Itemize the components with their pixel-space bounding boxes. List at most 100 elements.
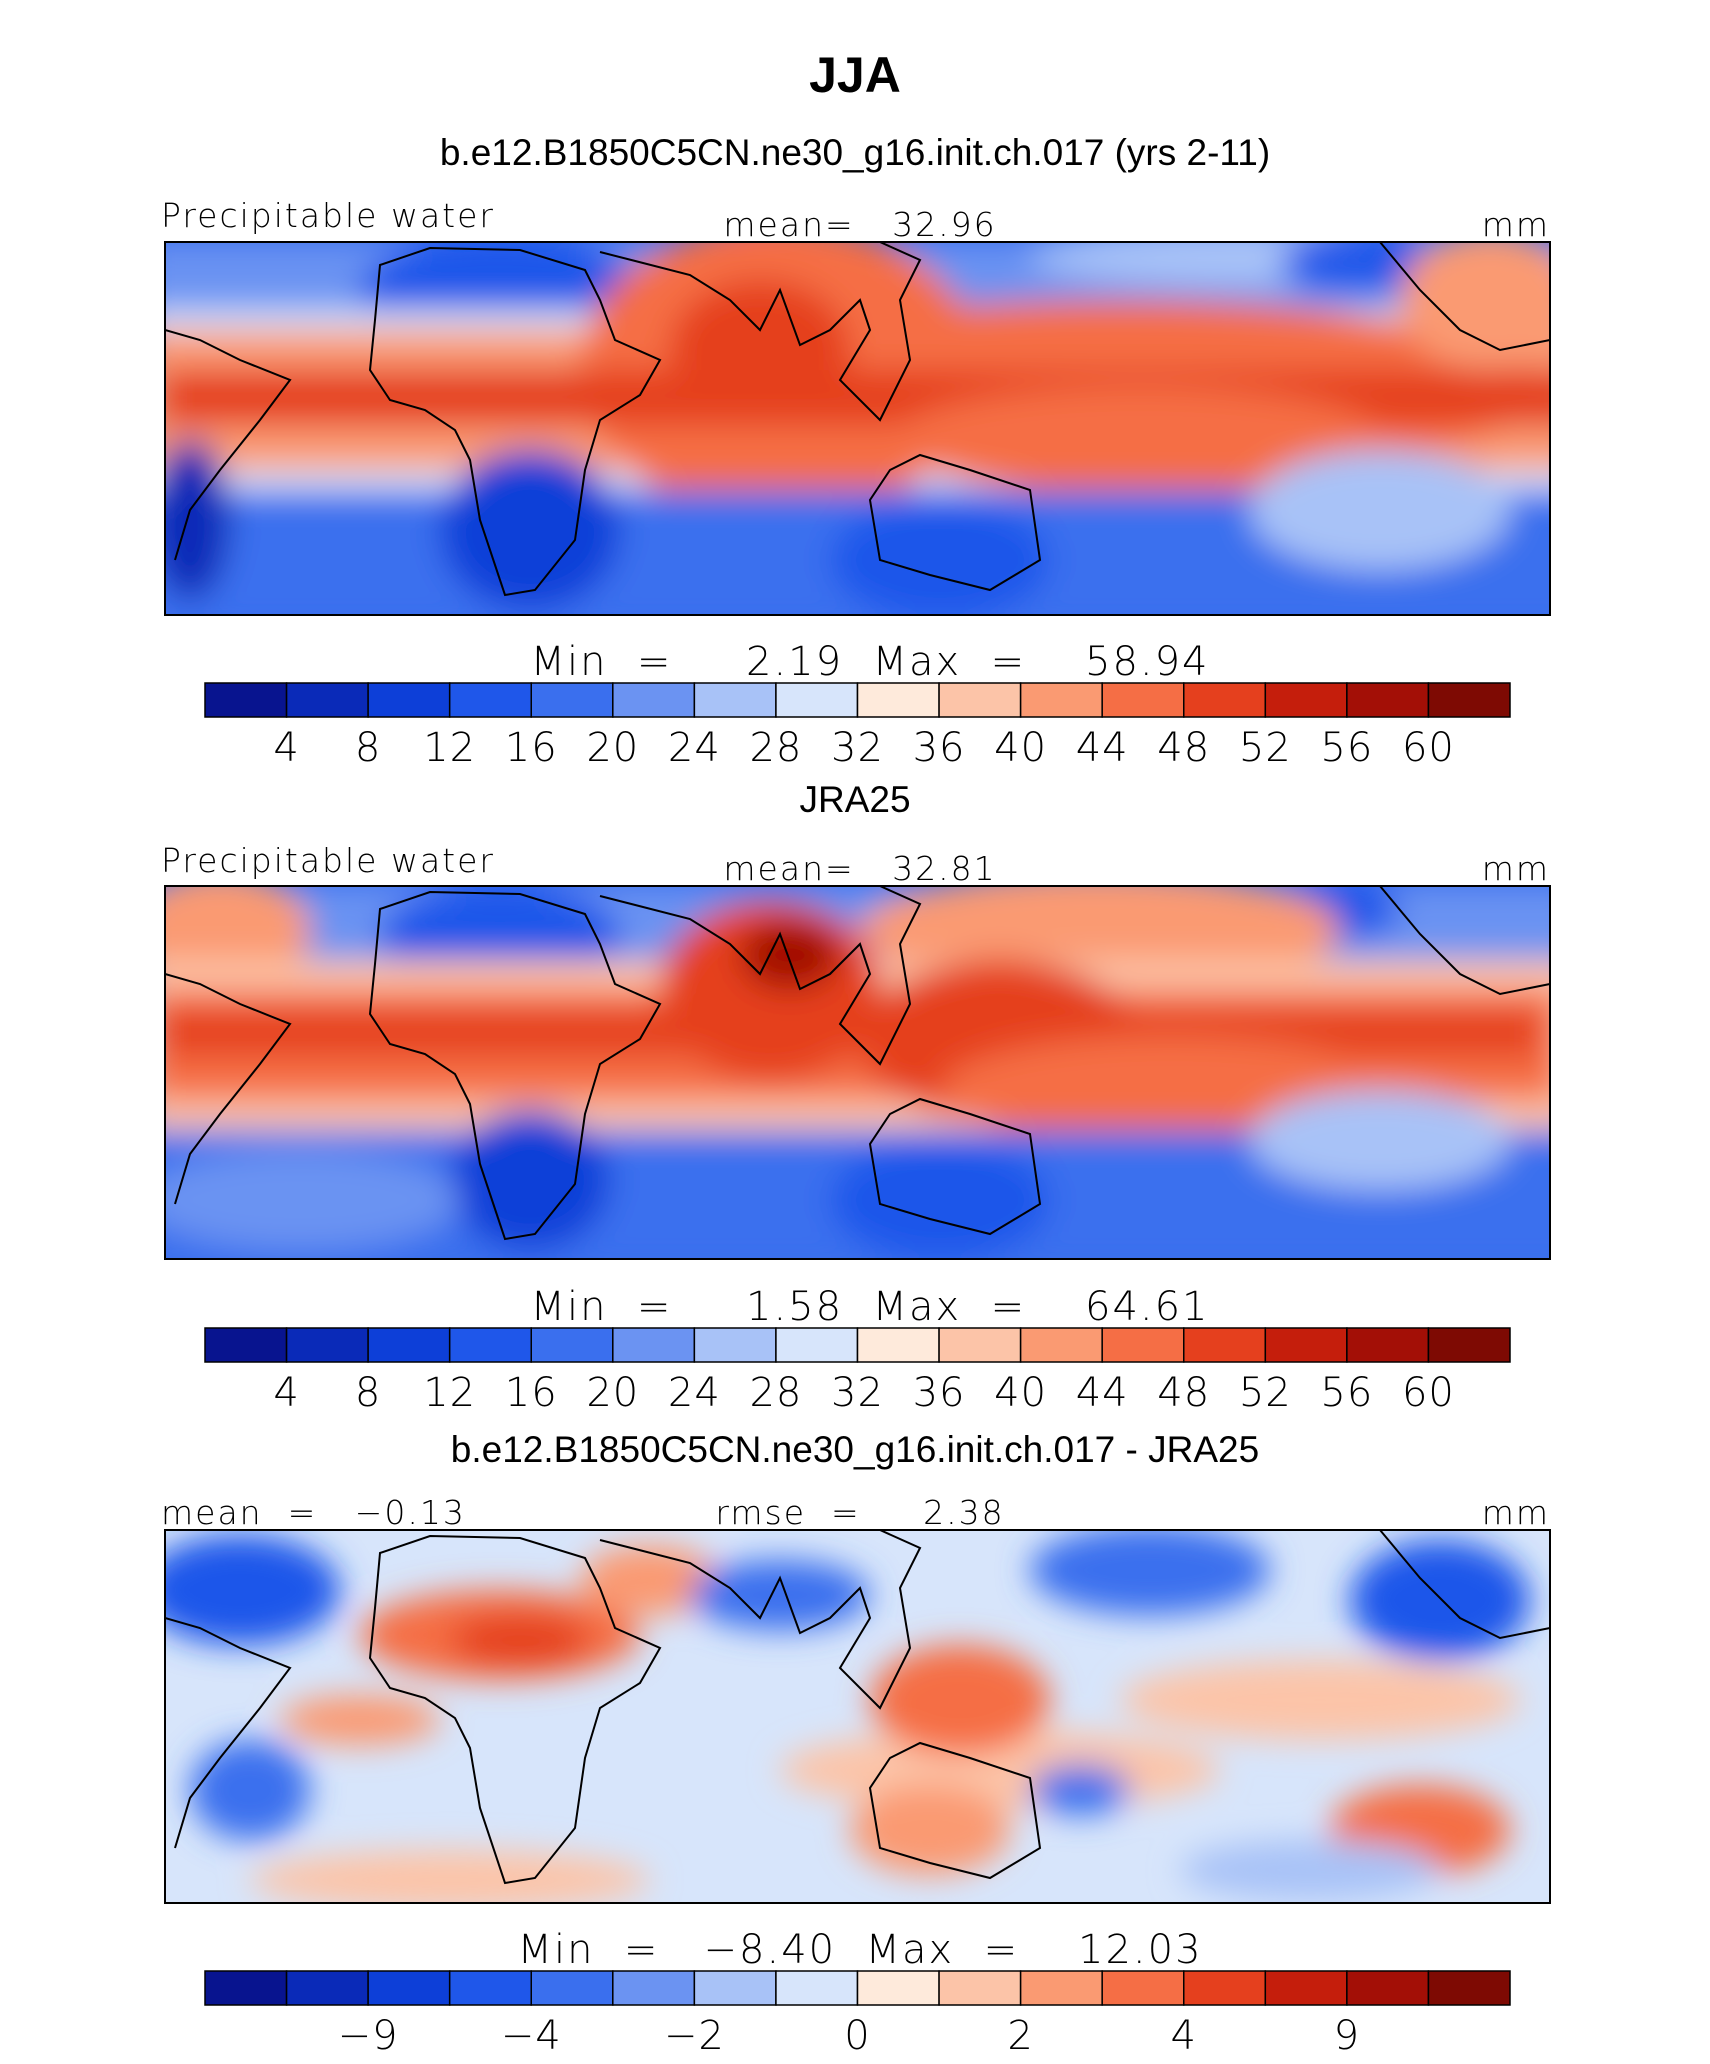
colorbar-swatch [448,682,532,718]
colorbar-tick-label: 28 [749,1370,802,1416]
units-label: mm [1482,1493,1550,1532]
colorbar-swatch [856,1970,940,2006]
mean-label: mean = −0.13 [161,1493,466,1532]
colorbar-tick-label: 56 [1320,725,1373,771]
colorbar-swatch [1264,1327,1348,1363]
map-frame [164,885,1551,1260]
colorbar-swatch [1019,1327,1103,1363]
colorbar-tick-label: 56 [1320,1370,1373,1416]
coastlines [165,242,1550,597]
colorbar-swatch [693,1327,777,1363]
colorbar-tick-label: 9 [1334,2013,1360,2059]
variable-label: Precipitable water [161,196,495,235]
colorbar-swatch [693,682,777,718]
colorbar-tick-label: 2 [1007,2013,1033,2059]
colorbar-tick-label: 20 [586,1370,639,1416]
colorbar-swatch [285,682,369,718]
colorbar-swatch [1346,682,1430,718]
colorbar-tick-label: 8 [355,725,381,771]
colorbar-swatch [612,1970,696,2006]
colorbar-tick-label: 0 [844,2013,870,2059]
colorbar-swatch [856,682,940,718]
colorbar-swatch [1264,682,1348,718]
colorbar-swatch [856,1327,940,1363]
panel-reference: JRA25 Precipitable water mean= 32.81 mm [161,779,1551,1416]
colorbar-tick-label: 40 [994,1370,1047,1416]
colorbar-swatch [1183,682,1267,718]
colorbar-tick-label: 8 [355,1370,381,1416]
coastlines [165,886,1550,1241]
colorbar-swatch [530,1327,614,1363]
colorbar-swatch [204,682,288,718]
colorbar-tick-label: 48 [1157,725,1210,771]
colorbar-swatch [775,682,859,718]
colorbar-tick-label: 44 [1076,725,1129,771]
colorbar-swatch [285,1970,369,2006]
colorbar-tick-label: −9 [338,2013,399,2059]
colorbar-tick-label: 4 [273,1370,299,1416]
colorbar-swatch [204,1327,288,1363]
colorbar-tick-label: 60 [1402,1370,1455,1416]
colorbar-swatch [1019,1970,1103,2006]
colorbar-tick-label: 28 [749,725,802,771]
colorbar-tick-label: 52 [1239,1370,1292,1416]
colorbar-swatch [1427,1970,1511,2006]
colorbar-tick-label: 60 [1402,725,1455,771]
colorbar-swatch [1264,1970,1348,2006]
colorbar-swatch [1346,1327,1430,1363]
colorbar-tick-label: 16 [505,1370,558,1416]
panel-model: b.e12.B1850C5CN.ne30_g16.init.ch.017 (yr… [161,132,1551,771]
colorbar-swatch [775,1327,859,1363]
colorbar-swatch [530,682,614,718]
colorbar-swatch [448,1327,532,1363]
figure-title: JJA [809,47,901,103]
colorbar-swatch [1019,682,1103,718]
colorbar-tick-label: 44 [1076,1370,1129,1416]
colorbar-swatch [1101,1327,1185,1363]
coastlines [165,1530,1550,1885]
colorbar-tick-label: 20 [586,725,639,771]
colorbar-swatch [612,1327,696,1363]
colorbar-swatch [367,1327,451,1363]
panel-title: JRA25 [799,779,910,820]
colorbar-swatch [1183,1327,1267,1363]
panel-title: b.e12.B1850C5CN.ne30_g16.init.ch.017 - J… [451,1429,1259,1470]
map-frame [164,1529,1551,1904]
units-label: mm [1482,205,1550,244]
mean-label: mean= 32.81 [723,849,996,888]
units-label: mm [1482,849,1550,888]
colorbar-tick-label: −2 [664,2013,725,2059]
map-frame [164,241,1551,616]
min-max-label: Min = 1.58 Max = 64.61 [531,1284,1210,1330]
colorbar-tick-label: 4 [1171,2013,1197,2059]
colorbar-swatch [367,682,451,718]
colorbar-tick-label: 16 [505,725,558,771]
map-field [165,1530,1550,1903]
variable-label: Precipitable water [161,841,495,880]
colorbar: 4 8 12 16 20 24 28 32 36 40 44 48 52 56 60 [204,682,1511,771]
mean-label: mean= 32.96 [723,205,996,244]
panel-difference: b.e12.B1850C5CN.ne30_g16.init.ch.017 - J… [161,1429,1551,2059]
colorbar-swatch [938,1970,1022,2006]
colorbar-tick-label: 4 [273,725,299,771]
rmse-label: rmse = 2.38 [715,1493,1004,1532]
colorbar-swatch [530,1970,614,2006]
colorbar-swatch [1346,1970,1430,2006]
colorbar-swatch [367,1970,451,2006]
colorbar-swatch [612,682,696,718]
colorbar-swatch [285,1327,369,1363]
colorbar-tick-label: −4 [501,2013,562,2059]
colorbar-swatch [775,1970,859,2006]
colorbar-swatch [938,1327,1022,1363]
colorbar-tick-label: 12 [423,725,476,771]
colorbar-swatch [1101,1970,1185,2006]
colorbar-swatch [938,682,1022,718]
map-field [165,886,1550,1259]
panel-title: b.e12.B1850C5CN.ne30_g16.init.ch.017 (yr… [440,132,1270,173]
colorbar-swatch [448,1970,532,2006]
colorbar-tick-label: 32 [831,725,884,771]
colorbar-swatch [1183,1970,1267,2006]
colorbar-tick-label: 24 [668,1370,721,1416]
colorbar-swatch [693,1970,777,2006]
